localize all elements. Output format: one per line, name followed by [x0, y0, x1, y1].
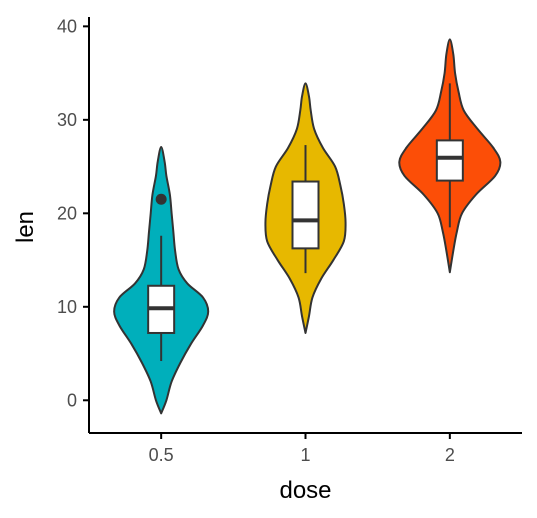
outlier-point [155, 193, 167, 205]
axes: 0 10 20 30 40 0.5 1 2 [57, 16, 522, 465]
violin-group-1 [264, 82, 347, 334]
box-1 [291, 180, 320, 250]
x-tick-label: 0.5 [149, 445, 174, 465]
x-axis-title: dose [279, 477, 331, 504]
y-tick-label: 40 [57, 16, 77, 36]
x-axis-ticks: 0.5 1 2 [149, 433, 455, 465]
violin-group-0.5 [113, 145, 210, 415]
y-tick-label: 10 [57, 297, 77, 317]
y-tick-label: 0 [67, 390, 77, 410]
y-tick-label: 20 [57, 203, 77, 223]
y-tick-label: 30 [57, 110, 77, 130]
x-tick-label: 2 [445, 445, 455, 465]
y-axis-ticks: 0 10 20 30 40 [57, 16, 89, 410]
plot-area [113, 38, 502, 415]
violin-group-2 [398, 38, 502, 274]
x-tick-label: 1 [300, 445, 310, 465]
y-axis-title: len [12, 211, 39, 243]
box-2 [435, 139, 464, 182]
